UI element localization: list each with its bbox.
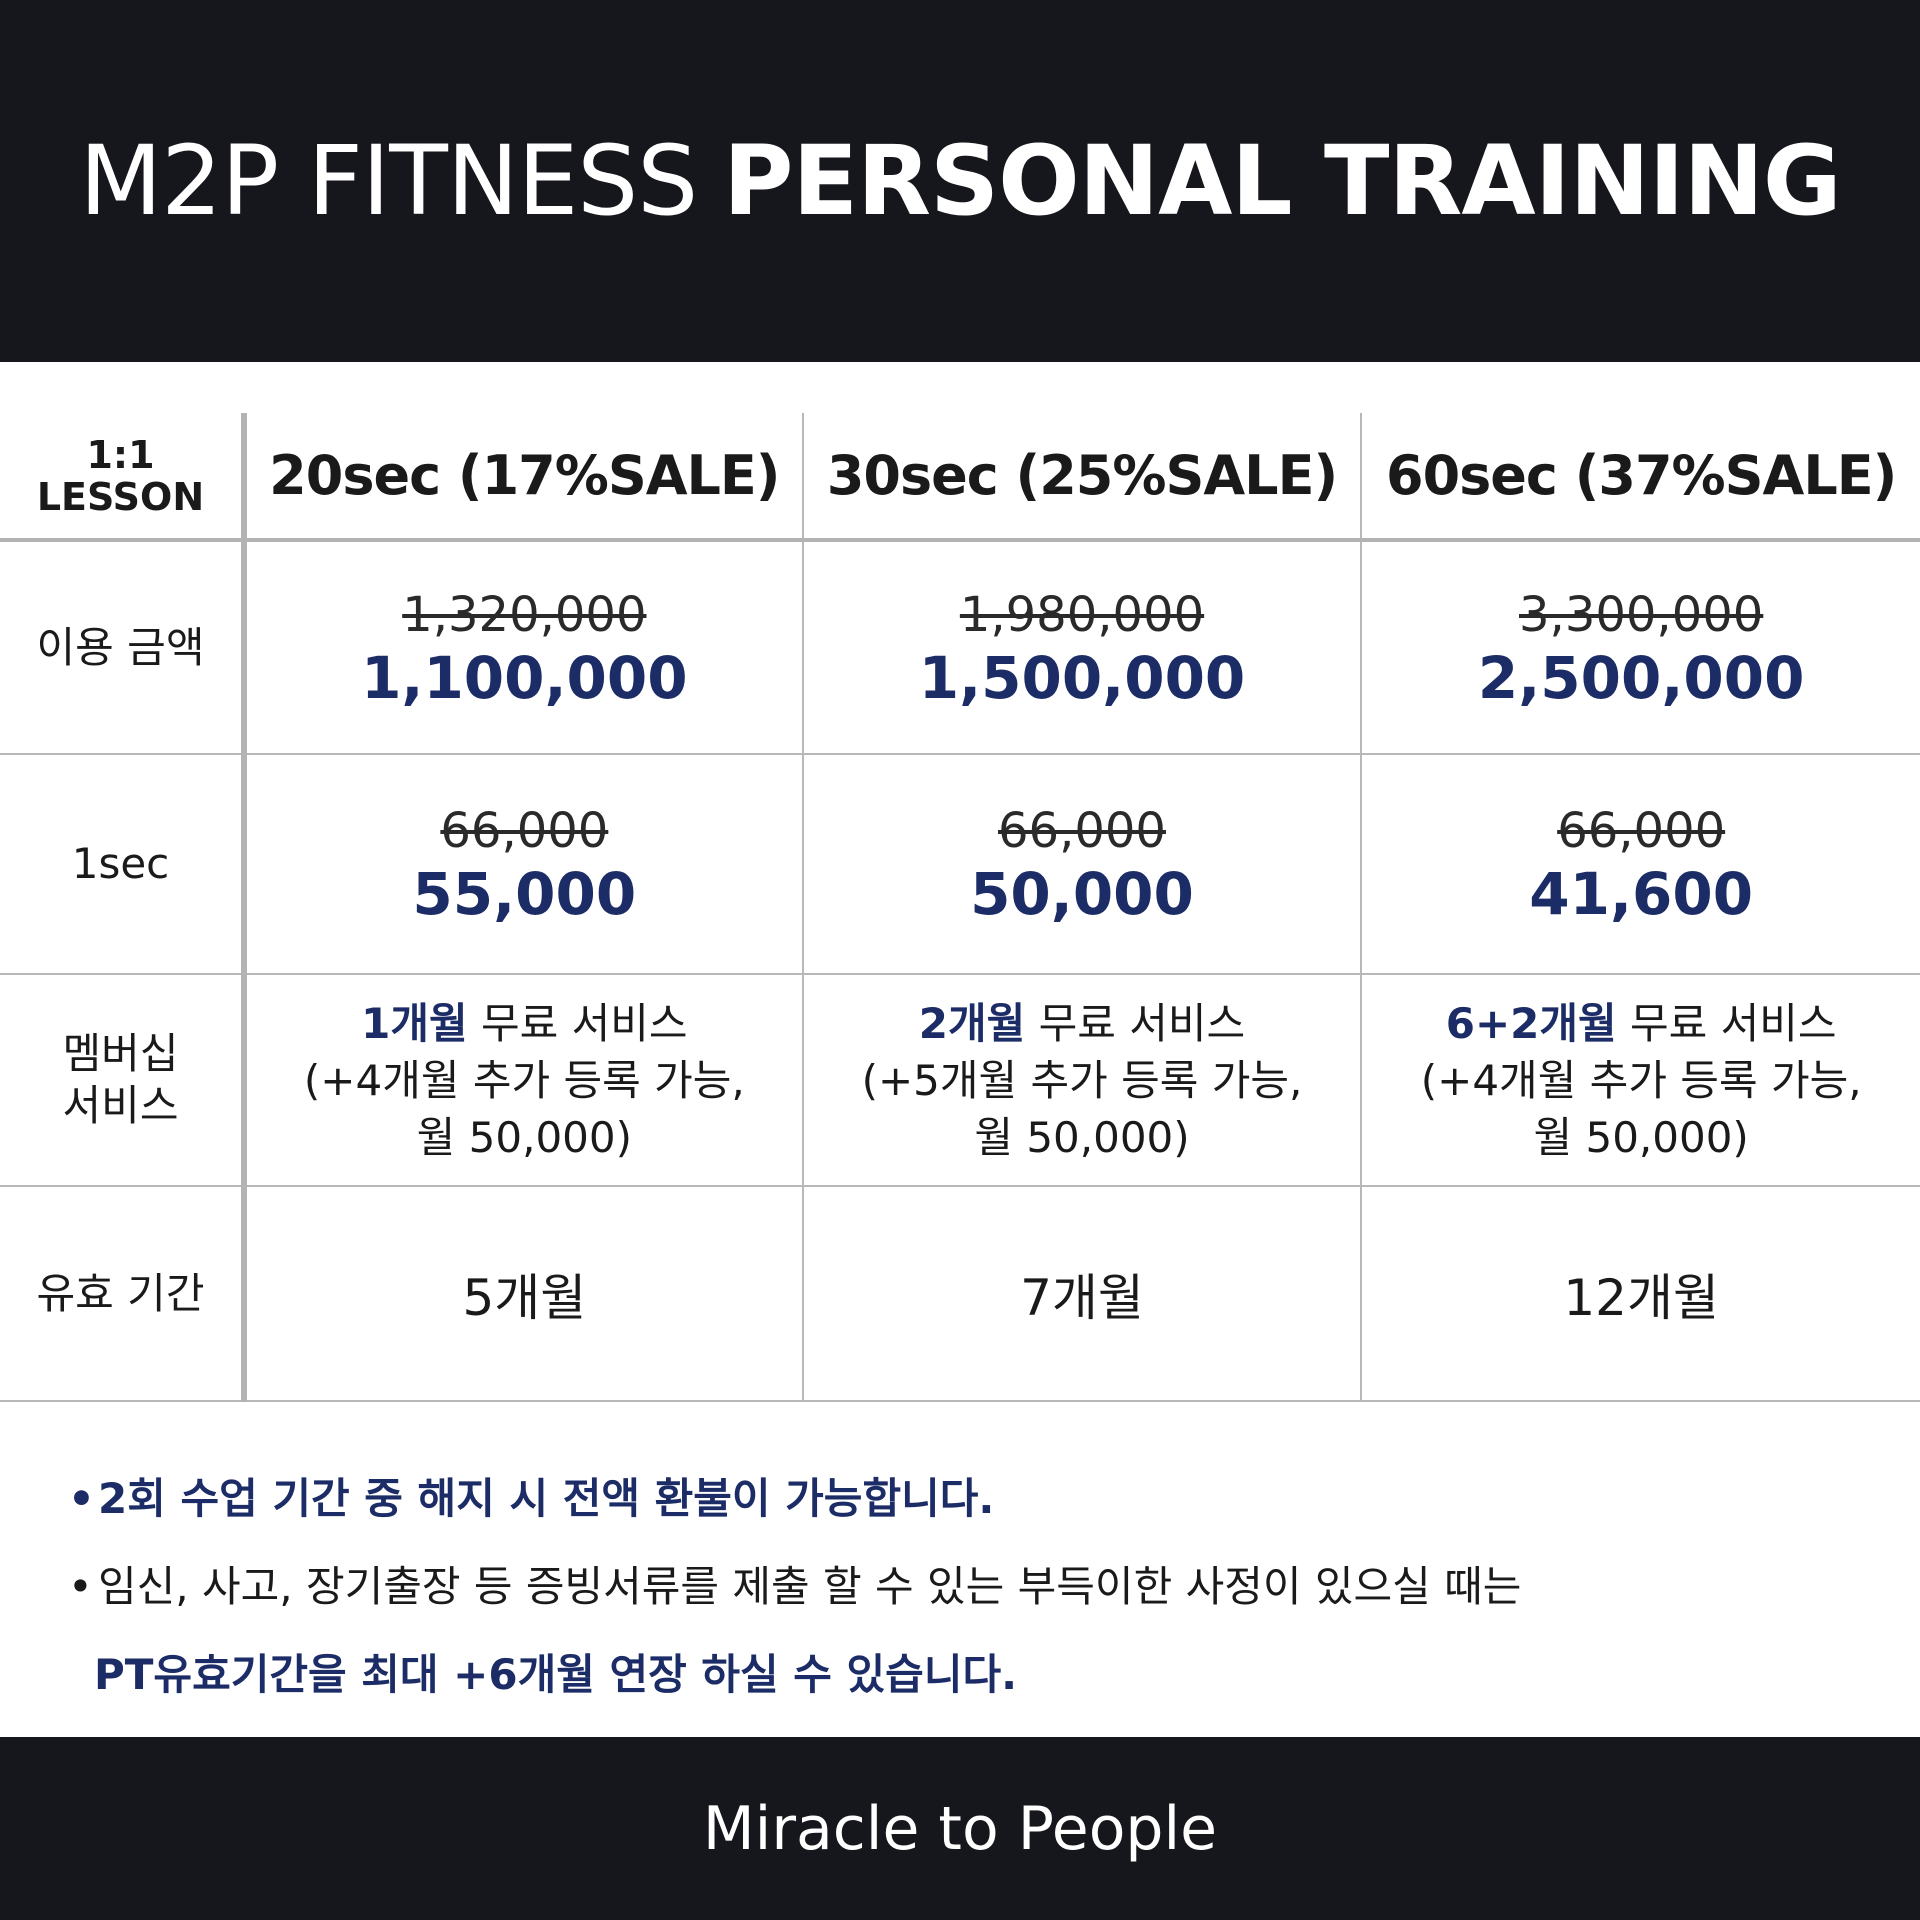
price-cell: 3,300,000 2,500,000	[1360, 540, 1920, 755]
header-banner: M2P FITNESS PERSONAL TRAINING	[0, 0, 1920, 362]
bullet-icon: •	[68, 1562, 93, 1611]
original-session-price: 66,000	[440, 803, 609, 859]
sale-price: 1,100,000	[361, 643, 688, 712]
per-session-row: 1sec 66,000 55,000 66,000 50,000 66,000 …	[0, 754, 1920, 975]
per-session-cell: 66,000 55,000	[241, 754, 803, 975]
row-label-per-session: 1sec	[0, 754, 245, 975]
membership-row: 멤버십 서비스 1개월 무료 서비스 (+4개월 추가 등록 가능, 월 50,…	[0, 974, 1920, 1187]
row-label-price: 이용 금액	[0, 540, 245, 755]
membership-cell: 2개월 무료 서비스 (+5개월 추가 등록 가능, 월 50,000)	[801, 974, 1362, 1187]
corner-label-line1: 1:1	[86, 432, 155, 477]
validity-row: 유효 기간 5개월 7개월 12개월	[0, 1186, 1920, 1402]
corner-label-line2: LESSON	[36, 474, 205, 519]
price-cell: 1,980,000 1,500,000	[801, 540, 1362, 755]
plan-title: 30sec (25%SALE)	[826, 444, 1338, 507]
plan-60-header: 60sec (37%SALE)	[1360, 413, 1920, 542]
row-label-line: 서비스	[62, 1081, 179, 1130]
plan-20-header: 20sec (17%SALE)	[241, 413, 803, 542]
row-label-line: 멤버십	[62, 1029, 179, 1078]
membership-text: 무료 서비스	[467, 998, 688, 1048]
sale-price: 2,500,000	[1477, 643, 1805, 712]
price-cell: 1,320,000 1,100,000	[241, 540, 803, 755]
membership-text: 무료 서비스	[1025, 998, 1246, 1048]
total-price-row: 이용 금액 1,320,000 1,100,000 1,980,000 1,50…	[0, 540, 1920, 755]
sale-price: 1,500,000	[918, 643, 1246, 712]
plan-header-row: 1:1 LESSON 20sec (17%SALE) 30sec (25%SAL…	[0, 413, 1920, 542]
original-session-price: 66,000	[998, 803, 1166, 859]
original-price: 1,320,000	[402, 586, 647, 643]
extension-note-emphasis: PT유효기간을 최대 +6개월 연장 하실 수 있습니다.	[94, 1650, 1018, 1699]
membership-extra: (+4개월 추가 등록 가능,	[303, 1055, 745, 1105]
footer-banner: Miracle to People	[0, 1737, 1920, 1920]
page-title-brand: M2P FITNESS	[79, 125, 698, 237]
pricing-table: 1:1 LESSON 20sec (17%SALE) 30sec (25%SAL…	[0, 413, 1920, 1402]
validity-cell: 7개월	[801, 1186, 1362, 1402]
free-months: 1개월	[361, 998, 468, 1048]
policy-notes: •2회 수업 기간 중 해지 시 전액 환불이 가능합니다. • 임신, 사고, …	[68, 1455, 1868, 1719]
validity-cell: 5개월	[241, 1186, 803, 1402]
membership-extra: (+4개월 추가 등록 가능,	[1420, 1055, 1862, 1105]
membership-monthly: 월 50,000)	[416, 1112, 633, 1162]
membership-monthly: 월 50,000)	[1533, 1112, 1749, 1162]
membership-cell: 6+2개월 무료 서비스 (+4개월 추가 등록 가능, 월 50,000)	[1360, 974, 1920, 1187]
sale-session-price: 41,600	[1529, 860, 1754, 928]
row-label-validity: 유효 기간	[0, 1186, 245, 1402]
sale-session-price: 50,000	[970, 860, 1194, 928]
original-session-price: 66,000	[1557, 803, 1726, 859]
plan-title: 20sec (17%SALE)	[269, 444, 780, 507]
validity-cell: 12개월	[1360, 1186, 1920, 1402]
per-session-cell: 66,000 41,600	[1360, 754, 1920, 975]
per-session-cell: 66,000 50,000	[801, 754, 1362, 975]
page-title-program: PERSONAL TRAINING	[723, 125, 1841, 237]
extension-note: • 임신, 사고, 장기출장 등 증빙서류를 제출 할 수 있는 부득이한 사정이…	[68, 1543, 1868, 1631]
plan-title: 60sec (37%SALE)	[1386, 444, 1897, 507]
original-price: 3,300,000	[1519, 586, 1764, 643]
membership-text: 무료 서비스	[1616, 998, 1837, 1048]
corner-label: 1:1 LESSON	[0, 413, 245, 542]
free-months: 2개월	[918, 998, 1026, 1048]
slogan: Miracle to People	[702, 1793, 1218, 1864]
bullet-icon: •	[68, 1474, 95, 1523]
free-months: 6+2개월	[1445, 998, 1617, 1048]
refund-note: •2회 수업 기간 중 해지 시 전액 환불이 가능합니다.	[68, 1455, 1868, 1543]
membership-cell: 1개월 무료 서비스 (+4개월 추가 등록 가능, 월 50,000)	[241, 974, 803, 1187]
membership-extra: (+5개월 추가 등록 가능,	[861, 1055, 1303, 1105]
row-label-membership: 멤버십 서비스	[0, 974, 245, 1187]
sale-session-price: 55,000	[412, 860, 637, 928]
plan-30-header: 30sec (25%SALE)	[801, 413, 1362, 542]
membership-monthly: 월 50,000)	[974, 1112, 1190, 1162]
original-price: 1,980,000	[959, 586, 1205, 643]
